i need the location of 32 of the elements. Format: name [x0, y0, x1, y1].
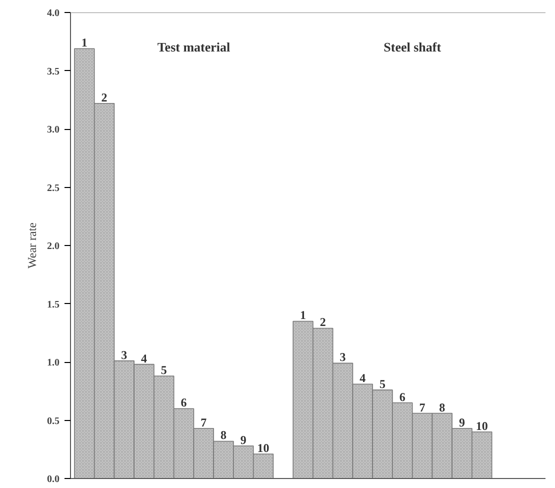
x-tick-label: 6: [399, 390, 406, 404]
x-tick-label: 1: [300, 308, 306, 322]
y-tick-label: 1.5: [47, 299, 60, 310]
x-tick-label: 7: [200, 415, 207, 430]
x-tick-label: 9: [240, 432, 246, 447]
x-tick-label: 8: [220, 428, 227, 442]
y-axis-title: Wear rate: [25, 222, 39, 268]
x-tick-label: 2: [320, 315, 326, 330]
y-tick-label: 3.0: [47, 124, 60, 136]
y-tick-label: 2.5: [47, 182, 60, 194]
y-tick-label: 4.0: [47, 8, 60, 19]
y-tick-label: 3.5: [47, 66, 60, 78]
annotation: Steel shaft: [384, 40, 442, 54]
x-tick-label: 9: [459, 415, 466, 430]
y-tick-label: 0.5: [47, 416, 60, 427]
x-tick-label: 6: [180, 396, 187, 410]
x-tick-label: 5: [380, 376, 386, 391]
x-tick-label: 4: [141, 351, 148, 366]
y-tick-label: 2.0: [47, 241, 60, 252]
x-tick-label: 8: [439, 400, 446, 414]
y-tick-label: 0.0: [47, 474, 60, 485]
x-tick-label: 3: [340, 350, 346, 364]
x-tick-label: 5: [160, 362, 167, 377]
x-tick-label: 7: [419, 400, 426, 414]
x-tick-label: 10: [257, 441, 270, 456]
x-tick-label: 3: [121, 348, 128, 362]
y-tick-label: 1.0: [47, 358, 60, 368]
x-tick-label: 1: [81, 36, 88, 50]
x-tick-label: 2: [101, 90, 108, 104]
x-tick-label: 4: [360, 371, 366, 386]
annotation: Test material: [157, 40, 231, 54]
x-tick-label: 10: [476, 418, 488, 433]
